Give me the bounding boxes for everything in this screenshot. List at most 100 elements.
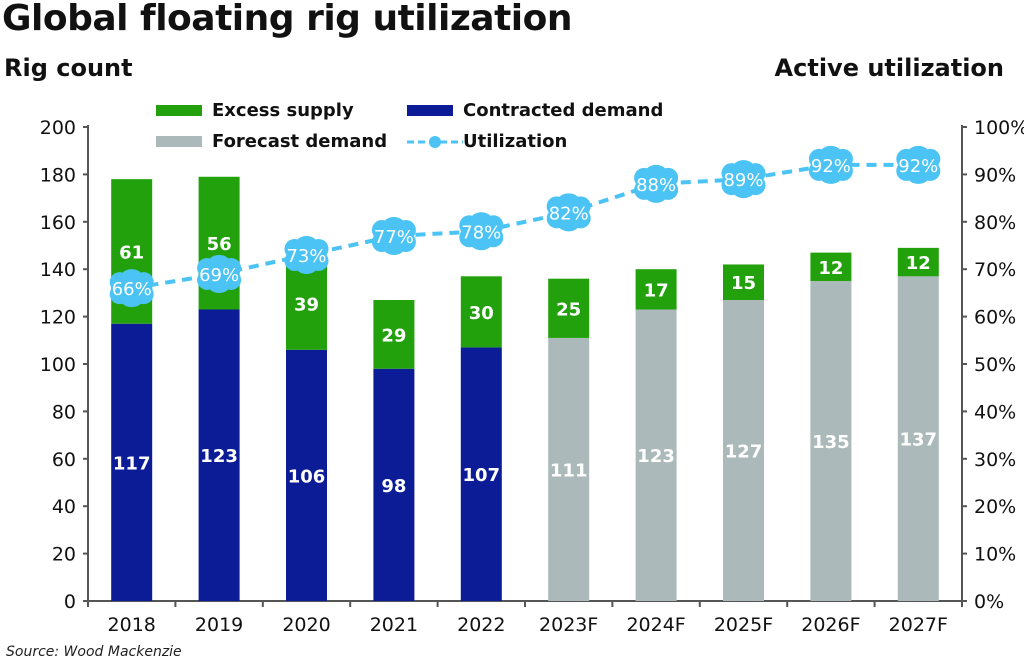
bar-forecast-demand: [635, 309, 677, 601]
utilization-point: [109, 269, 154, 308]
y2-tick-label: 60%: [974, 307, 1016, 329]
legend-line-icon: [407, 135, 463, 148]
bar-contracted-demand: [111, 323, 153, 601]
y2-axis-label: Active utilization: [774, 54, 1004, 82]
bar-excess-supply: [810, 252, 852, 282]
bar-data-label: 56: [207, 234, 232, 255]
x-tick-label: 2022: [457, 614, 505, 636]
bar-data-label: 15: [731, 273, 756, 294]
x-tick-label: 2023F: [539, 614, 598, 636]
x-tick-label: 2019: [195, 614, 243, 636]
utilization-point: [634, 164, 679, 203]
legend-label: Forecast demand: [212, 131, 388, 152]
bar-data-label: 98: [381, 476, 406, 497]
bar-contracted-demand: [198, 309, 240, 601]
legend-swatch: [156, 105, 202, 116]
legend-forecast-demand: Forecast demand: [156, 131, 387, 152]
y-tick-label: 160: [40, 212, 76, 234]
y-tick-label: 60: [52, 449, 76, 471]
bar-excess-supply: [373, 300, 415, 369]
bar-data-label: 111: [550, 460, 588, 481]
bar-data-label: 117: [113, 453, 151, 474]
utilization-point: [721, 160, 766, 199]
utilization-marker: [120, 269, 143, 286]
utilization-point: [371, 217, 416, 256]
y2-tick-label: 0%: [974, 591, 1004, 613]
bar-excess-supply: [723, 264, 764, 301]
utilization-marker: [907, 167, 930, 184]
utilization-marker: [557, 193, 580, 210]
bar-data-label: 135: [812, 432, 850, 453]
x-tick-label: 2021: [370, 614, 418, 636]
bar-data-label: 107: [463, 465, 501, 486]
legend-excess-supply: Excess supply: [156, 100, 354, 121]
chart-title: Global floating rig utilization: [2, 0, 572, 39]
bar-data-label: 25: [556, 299, 581, 320]
utilization-marker: [645, 164, 668, 181]
y-axis-label: Rig count: [4, 54, 133, 82]
utilization-marker: [557, 215, 580, 232]
y2-tick-label: 30%: [974, 449, 1016, 471]
utilization-point: [808, 145, 853, 184]
bar-contracted-demand: [373, 368, 415, 601]
legend-swatch: [407, 105, 453, 116]
y2-tick-label: 10%: [974, 544, 1016, 566]
bar-data-label: 12: [906, 253, 931, 274]
bar-excess-supply: [897, 247, 939, 277]
utilization-data-label: 92%: [811, 156, 851, 177]
x-tick-label: 2025F: [714, 614, 773, 636]
utilization-data-label: 78%: [461, 222, 501, 243]
utilization-marker: [208, 254, 231, 271]
y-tick-label: 40: [52, 496, 76, 518]
source-note: Source: Wood Mackenzie: [6, 644, 182, 660]
y-tick-label: 0: [64, 591, 76, 613]
bar-data-label: 29: [381, 325, 406, 346]
utilization-point: [197, 254, 242, 293]
bar-excess-supply: [548, 278, 590, 338]
utilization-data-label: 89%: [723, 170, 763, 191]
bar-data-label: 61: [119, 242, 144, 263]
y2-tick-label: 40%: [974, 401, 1016, 423]
x-tick-label: 2026F: [801, 614, 860, 636]
x-tick-label: 2027F: [889, 614, 948, 636]
legend-label: Utilization: [463, 131, 568, 152]
bar-data-label: 12: [818, 258, 843, 279]
utilization-marker: [470, 212, 493, 229]
y-tick-label: 200: [40, 117, 76, 139]
legend-contracted-demand: Contracted demand: [407, 100, 663, 121]
bar-forecast-demand: [897, 276, 939, 601]
y2-tick-label: 100%: [974, 117, 1024, 139]
x-tick-label: 2020: [282, 614, 330, 636]
utilization-marker: [208, 276, 231, 293]
y-tick-label: 120: [40, 307, 76, 329]
legend-label: Contracted demand: [463, 100, 664, 121]
utilization-data-label: 77%: [374, 227, 414, 248]
bar-data-label: 30: [469, 303, 494, 324]
legend-swatch: [156, 136, 202, 147]
bar-data-label: 123: [200, 446, 238, 467]
y2-tick-label: 80%: [974, 212, 1016, 234]
bar-data-label: 137: [900, 430, 938, 451]
utilization-marker: [295, 257, 318, 274]
utilization-data-label: 73%: [286, 246, 326, 267]
y2-tick-label: 20%: [974, 496, 1016, 518]
bar-data-label: 39: [294, 295, 319, 316]
utilization-data-label: 92%: [898, 156, 938, 177]
utilization-point: [546, 193, 591, 232]
bar-data-label: 17: [644, 280, 669, 301]
y2-tick-label: 90%: [974, 164, 1016, 186]
utilization-marker: [907, 145, 930, 162]
bar-contracted-demand: [286, 349, 327, 601]
utilization-marker: [120, 291, 143, 308]
utilization-marker: [382, 217, 405, 234]
utilization-marker: [645, 186, 668, 203]
utilization-marker: [295, 235, 318, 252]
y2-tick-label: 70%: [974, 259, 1016, 281]
bar-forecast-demand: [810, 281, 852, 601]
utilization-marker: [732, 182, 755, 199]
y2-tick-label: 50%: [974, 354, 1016, 376]
x-tick-label: 2018: [108, 614, 156, 636]
utilization-marker: [732, 160, 755, 177]
legend-label: Excess supply: [212, 100, 354, 121]
utilization-point: [284, 235, 329, 274]
